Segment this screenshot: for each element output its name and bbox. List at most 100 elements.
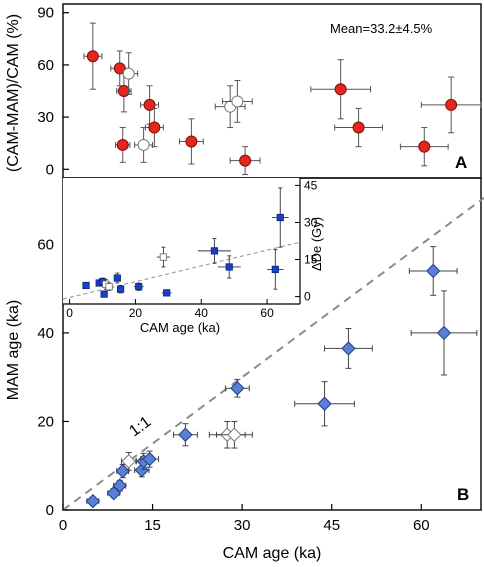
inset-marker — [163, 289, 171, 297]
inset-point — [217, 255, 241, 279]
panel-b-marker — [142, 451, 157, 467]
inset-point — [82, 281, 90, 290]
panel-b-x-tick-label: 45 — [323, 517, 340, 534]
panel-b-point — [172, 423, 198, 447]
inset-marker — [113, 274, 121, 282]
panel-a-marker — [334, 83, 347, 96]
panel-b-x-tick-label: 0 — [59, 517, 67, 534]
panel-a-y-tick-label: 0 — [46, 161, 54, 178]
panel-b-marker — [230, 381, 245, 396]
panel-b-point — [324, 328, 373, 369]
inset-x-tick-label: 40 — [195, 306, 209, 320]
panel-a-point — [83, 22, 103, 90]
panel-b-point — [115, 463, 130, 479]
inset-marker — [276, 213, 284, 222]
panel-a-point — [399, 127, 449, 167]
panel-b-point — [408, 246, 458, 296]
inset-point — [156, 246, 170, 268]
inset-point — [133, 282, 144, 291]
panel-b-ticks: 0 15 30 45 60 0 20 40 60 — [37, 236, 429, 534]
inset-x-tick-label: 20 — [129, 306, 143, 320]
inset-marker — [271, 265, 279, 274]
inset-y-tick-label: 15 — [304, 253, 318, 267]
panel-a-marker — [185, 135, 198, 148]
panel-a-point — [134, 127, 154, 163]
inset-point — [267, 249, 284, 290]
panel-a-marker — [116, 138, 129, 151]
panel-b-marker — [115, 463, 130, 479]
inset-y-tick-label: 0 — [304, 290, 311, 304]
panel-b-point — [85, 493, 101, 509]
panel-a-point — [144, 107, 164, 148]
panel-a: 0 30 60 90 Mean=33.2±4.5% A (CAM-MAM)/CAM (… — [5, 3, 482, 179]
panel-a-marker — [86, 50, 99, 63]
panel-b-marker — [426, 263, 441, 279]
panel-b-y-tick-label: 0 — [46, 502, 54, 519]
panel-a-marker — [143, 98, 156, 111]
inset-points — [82, 187, 289, 298]
one-to-one-line — [62, 196, 484, 511]
inset-point — [197, 238, 231, 264]
panel-a-marker — [352, 121, 365, 134]
panel-a-y-axis-label: (CAM-MAM)/CAM (%) — [5, 14, 22, 172]
panel-a-point — [221, 80, 253, 123]
panel-b-marker — [112, 478, 127, 493]
inset-chart: 0 20 40 60 0 15 30 45 CAM age (ka) ΔDe (Gy) — [62, 178, 324, 335]
panel-b-x-axis-label: CAM age (ka) — [223, 545, 322, 562]
panel-a-points — [83, 22, 482, 176]
panel-b-y-axis-label: MAM age (ka) — [5, 300, 22, 400]
inset-y-tick-label: 30 — [304, 215, 318, 229]
panel-b-marker — [85, 493, 101, 509]
panel-b-label: B — [457, 485, 469, 504]
panel-b-y-tick-label: 40 — [37, 325, 54, 342]
panel-a-point — [229, 146, 261, 176]
panel-b-marker — [341, 341, 356, 356]
panel-b-point — [224, 378, 250, 398]
panel-a-annotation: Mean=33.2±4.5% — [330, 21, 433, 36]
panel-b-point — [140, 450, 160, 468]
panel-b-point — [294, 381, 355, 427]
panel-b-marker — [317, 396, 332, 411]
panel-a-point — [119, 52, 139, 95]
panel-b-point — [215, 420, 253, 449]
panel-b-marker — [436, 325, 452, 341]
panel-b-point — [121, 451, 137, 471]
inset-point — [100, 290, 108, 298]
panel-b-x-tick-label: 60 — [413, 517, 430, 534]
inset-x-tick-label: 0 — [66, 306, 73, 320]
panel-b-marker — [121, 454, 136, 469]
panel-a-point — [140, 85, 160, 125]
panel-b-x-tick-label: 15 — [144, 517, 161, 534]
panel-a-point — [115, 127, 131, 163]
panel-a-marker — [231, 95, 244, 108]
panel-a-marker — [445, 98, 458, 111]
inset-point — [113, 272, 121, 284]
panel-b-point — [112, 478, 127, 493]
panel-b-marker — [227, 427, 242, 442]
panel-a-y-ticks: 0 30 60 90 — [37, 5, 69, 178]
panel-b: 1:1 0 15 30 45 60 0 20 40 60 B CAM age (ka) MAM … — [5, 177, 484, 562]
inset-marker — [135, 283, 143, 291]
inset-y-axis-label: ΔDe (Gy) — [309, 217, 324, 271]
inset-point — [105, 282, 113, 291]
panel-b-points — [85, 246, 478, 509]
inset-marker — [117, 285, 125, 293]
panel-a-marker — [239, 154, 252, 167]
inset-trend-line — [62, 241, 301, 300]
inset-x-axis-label: CAM age (ka) — [140, 320, 220, 335]
inset-point — [161, 289, 172, 297]
inset-marker — [210, 247, 219, 255]
inset-marker — [100, 290, 108, 298]
one-to-one-label: 1:1 — [126, 413, 154, 440]
panel-a-marker — [148, 121, 161, 134]
panel-a-marker — [137, 138, 150, 151]
inset-marker — [225, 263, 233, 271]
panel-a-point — [116, 69, 132, 113]
panel-b-point — [410, 290, 478, 376]
panel-b-y-tick-label: 20 — [37, 413, 54, 430]
panel-a-y-tick-label: 60 — [37, 57, 54, 74]
inset-point — [272, 187, 289, 248]
panel-a-point — [310, 59, 372, 120]
inset-y-tick-label: 45 — [304, 178, 318, 192]
